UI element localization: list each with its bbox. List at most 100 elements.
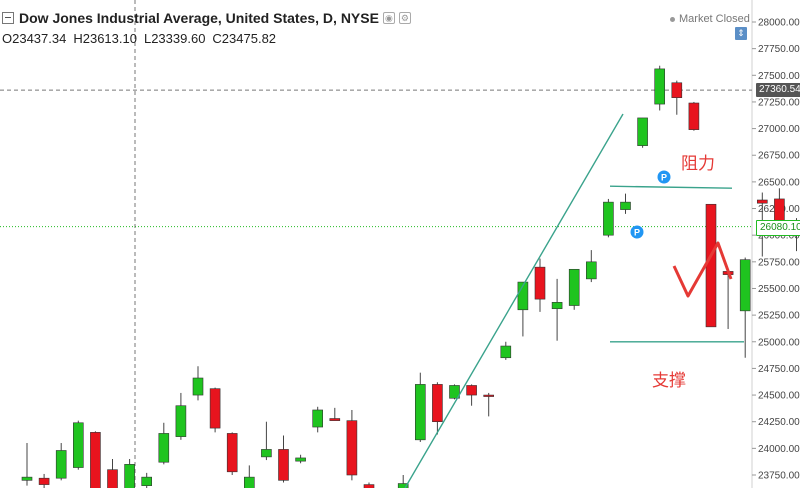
candle-body-up xyxy=(73,422,84,468)
candle-body-up xyxy=(517,281,529,311)
candle xyxy=(449,384,460,400)
candle xyxy=(124,459,135,488)
last-price-label: 26080.10 xyxy=(756,219,800,236)
candle xyxy=(244,465,255,488)
crosshair-price-label: 27360.54 xyxy=(756,83,800,98)
candle xyxy=(38,473,50,488)
candle-body-up xyxy=(192,377,204,396)
candle xyxy=(688,101,700,131)
y-tick-label: 23750.00 xyxy=(758,471,800,482)
candle-body-down xyxy=(756,199,768,204)
candle-body-down xyxy=(534,266,546,300)
candle-body-down xyxy=(107,469,118,488)
candle-body-down xyxy=(346,420,358,476)
candle-body-up xyxy=(637,117,648,146)
candle xyxy=(73,420,84,470)
projected-path xyxy=(672,241,733,298)
market-status-text: Market Closed xyxy=(679,13,750,25)
candle-body-down xyxy=(688,102,700,130)
candle xyxy=(500,341,512,360)
candle-body-up xyxy=(312,409,324,428)
collapse-icon[interactable] xyxy=(2,12,14,24)
candle-body-up xyxy=(175,405,187,437)
p-marker-label: P xyxy=(661,173,667,183)
candle xyxy=(158,422,170,465)
candle-body-up xyxy=(55,450,67,479)
candle-body-down xyxy=(278,449,289,481)
open-value: O23437.34 xyxy=(2,31,67,46)
candle-body-up xyxy=(603,201,614,236)
trend-line xyxy=(404,113,624,488)
candle-body-up xyxy=(158,433,170,463)
eye-icon[interactable]: ◉ xyxy=(382,12,395,24)
candle-body-up xyxy=(739,259,751,312)
candle-body-up xyxy=(21,476,33,481)
drawings: PP xyxy=(404,113,744,488)
y-tick-label: 27750.00 xyxy=(758,44,800,55)
high-value: H23613.10 xyxy=(73,31,137,46)
y-tick-label: 28000.00 xyxy=(758,18,800,29)
candle-body-down xyxy=(671,82,683,98)
candle xyxy=(620,193,631,214)
candle-body-up xyxy=(654,68,666,105)
candle xyxy=(517,281,529,337)
candle xyxy=(141,472,152,488)
candle-body-down xyxy=(774,198,785,221)
candle xyxy=(312,406,324,433)
candle xyxy=(671,80,683,115)
candle xyxy=(739,257,751,358)
candle-body-up xyxy=(551,302,563,310)
market-status: Market Closed xyxy=(670,13,750,25)
candle-body-up xyxy=(397,483,409,488)
candle-body-down xyxy=(90,432,101,488)
y-tick-label: 26500.00 xyxy=(758,177,800,188)
candle-body-up xyxy=(261,449,272,458)
auto-scale-icon[interactable]: ⇕ xyxy=(735,27,747,40)
candle-body-up xyxy=(449,385,460,399)
price-axis: 23750.00 24000.00 24250.00 24500.00 24750.00… xyxy=(751,0,800,488)
candle xyxy=(483,392,495,417)
candle xyxy=(107,459,118,488)
candle xyxy=(397,475,409,488)
candle xyxy=(21,443,33,486)
candle xyxy=(329,407,341,421)
y-tick-label: 25250.00 xyxy=(758,311,800,322)
candle xyxy=(278,435,289,483)
y-tick-label: 26750.00 xyxy=(758,151,800,162)
support-label: 支撑 xyxy=(652,371,686,391)
candle xyxy=(603,198,614,238)
candle xyxy=(295,454,306,464)
y-tick-label: 27250.00 xyxy=(758,97,800,108)
candle xyxy=(175,392,187,440)
candle-body-down xyxy=(466,385,477,396)
p-marker-label: P xyxy=(634,228,640,238)
candle xyxy=(432,382,443,435)
candle xyxy=(466,384,477,406)
candle-body-up xyxy=(124,464,135,488)
candle-body-down xyxy=(226,433,238,473)
candle xyxy=(534,258,546,312)
chart-header: Dow Jones Industrial Average, United Sta… xyxy=(0,8,411,28)
resistance-label: 阻力 xyxy=(681,154,715,174)
candle xyxy=(722,271,734,329)
candle-body-up xyxy=(568,268,580,306)
y-tick-label: 27000.00 xyxy=(758,124,800,135)
candles xyxy=(21,65,800,488)
candle-body-down xyxy=(363,484,375,488)
chart-lines xyxy=(0,0,752,488)
y-tick-label: 26000.00 xyxy=(758,231,800,242)
candle xyxy=(585,250,597,283)
candle-body-down xyxy=(483,394,495,397)
p-marker: P xyxy=(657,170,671,184)
y-tick-label: 24000.00 xyxy=(758,444,800,455)
candle xyxy=(55,443,67,481)
candle xyxy=(346,409,358,481)
low-value: L23339.60 xyxy=(143,31,206,46)
p-marker-circle xyxy=(657,170,671,184)
candle xyxy=(654,65,666,111)
y-tick-label: 24500.00 xyxy=(758,391,800,402)
candle-body-up xyxy=(585,261,597,280)
gear-icon[interactable]: ⚙ xyxy=(398,12,411,24)
candle xyxy=(90,431,101,488)
